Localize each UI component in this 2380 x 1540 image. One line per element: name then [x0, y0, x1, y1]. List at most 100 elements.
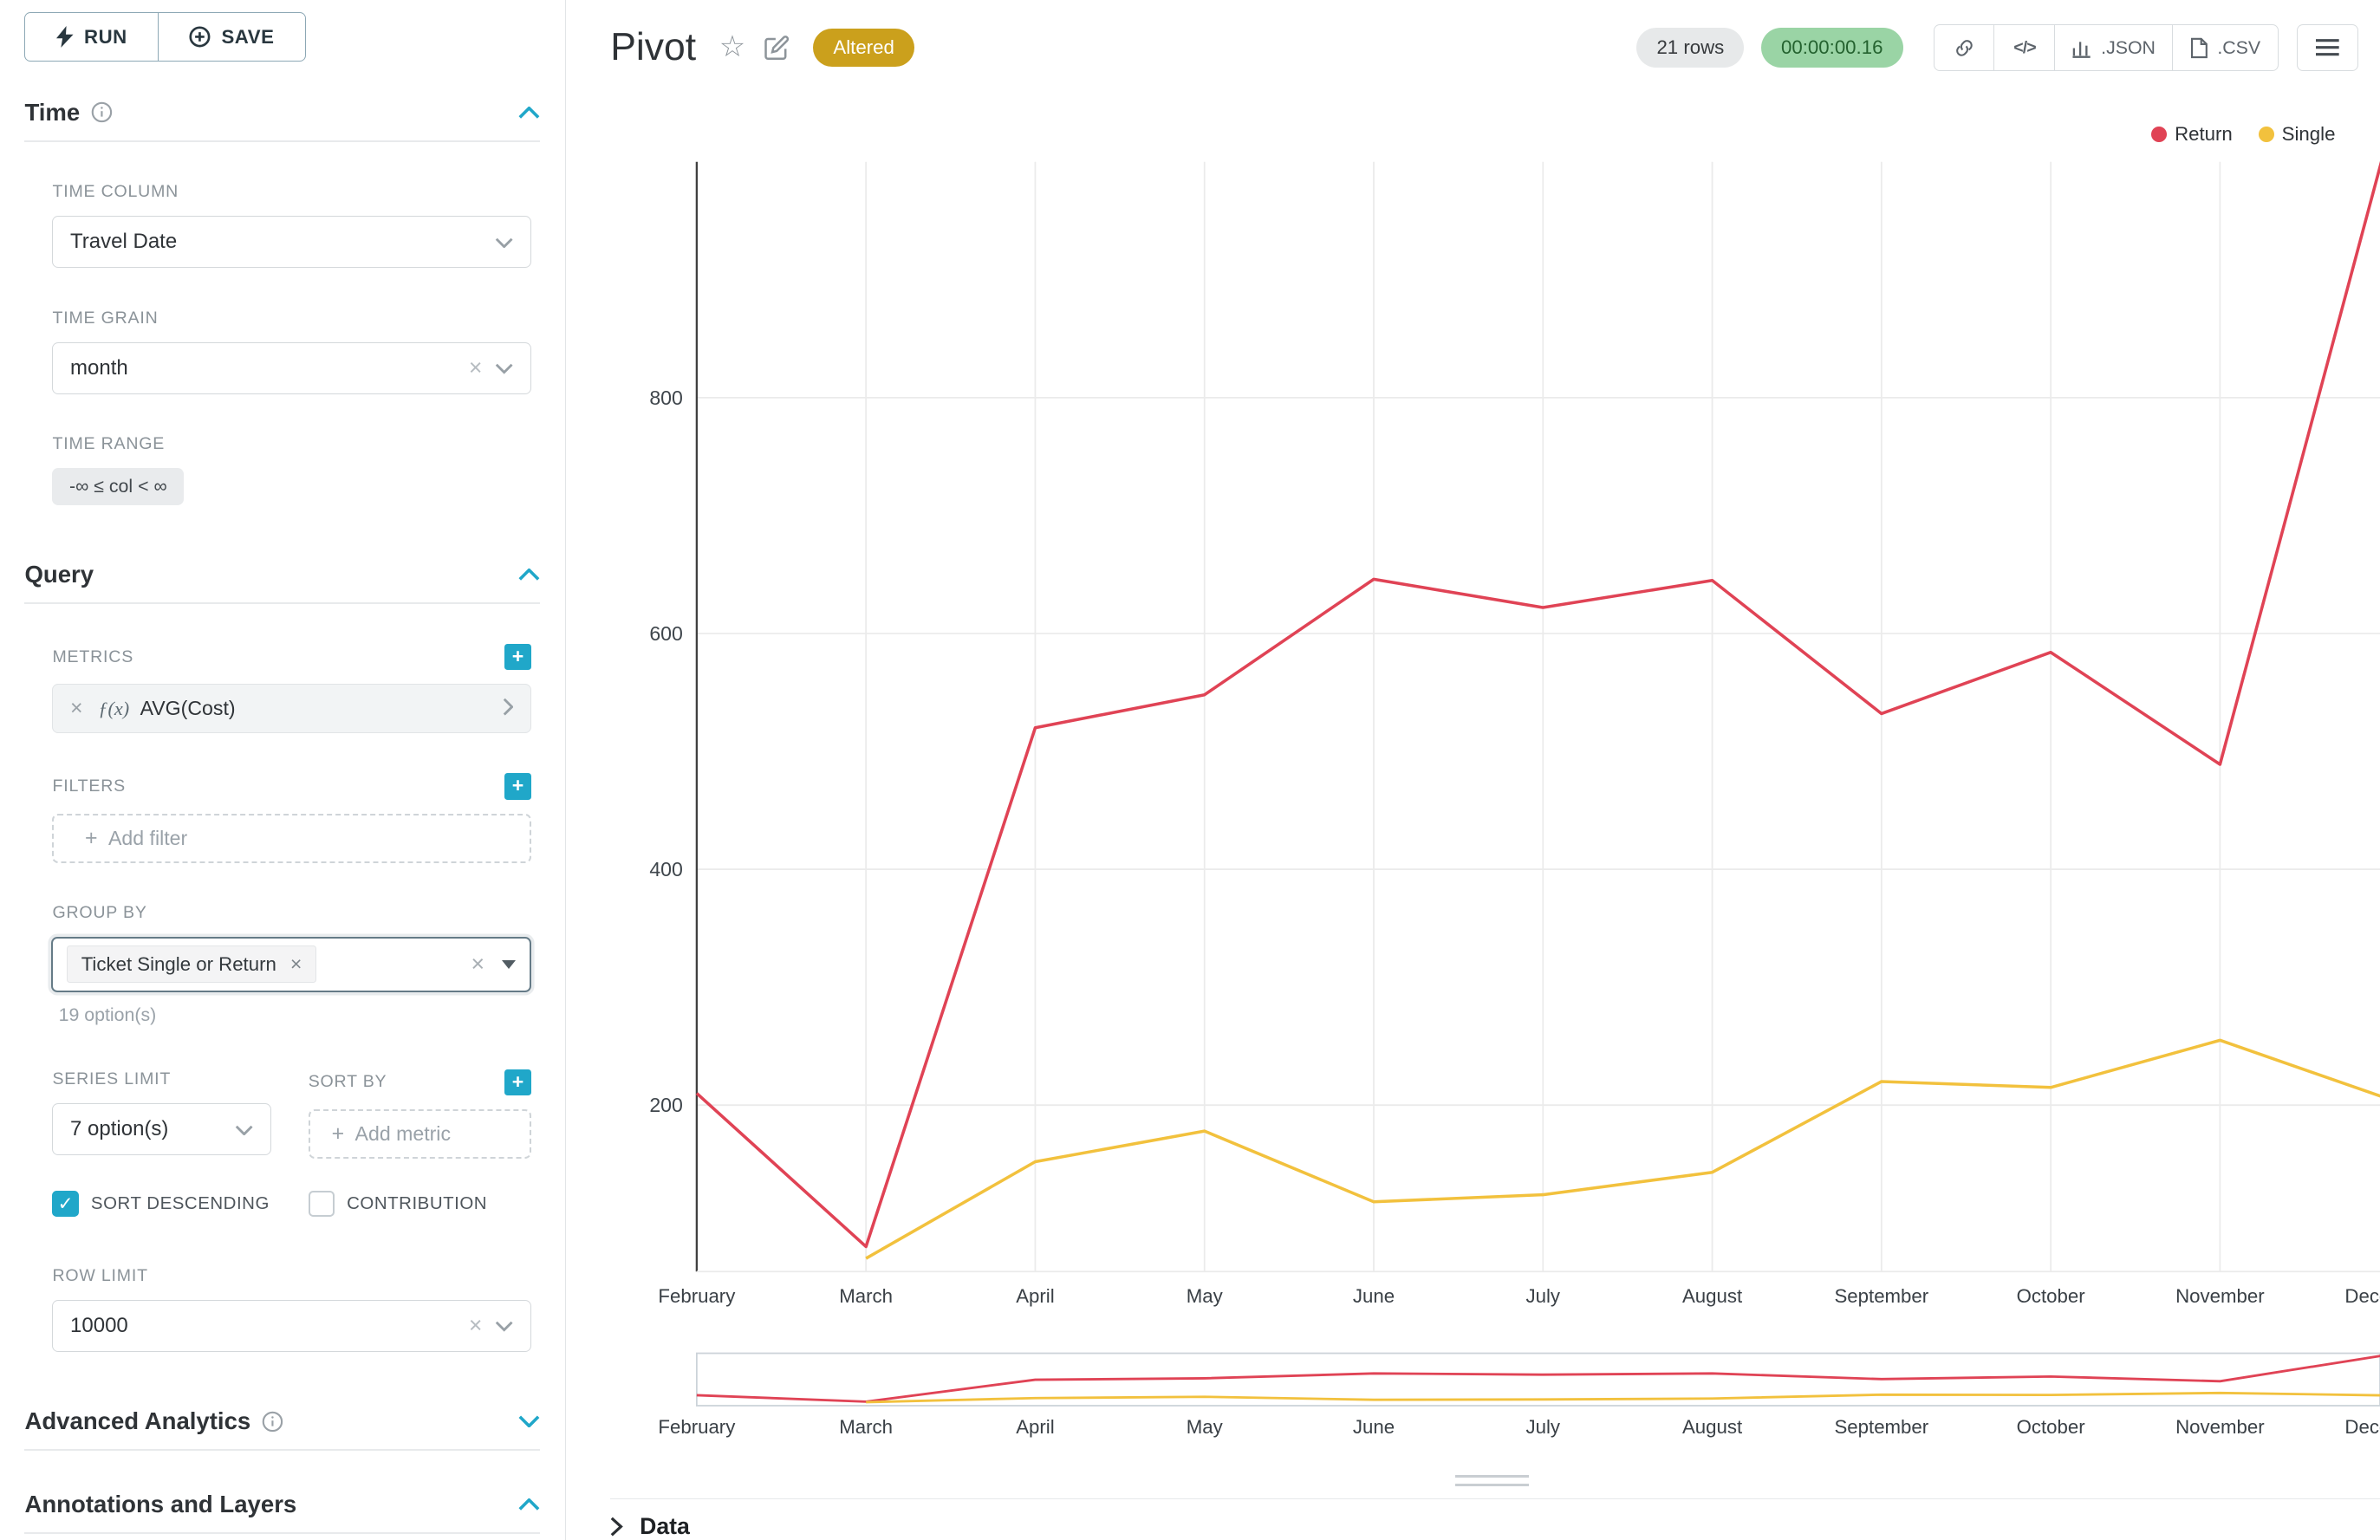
sort-by-label: SORT BY — [308, 1072, 387, 1092]
legend-item-single[interactable]: Single — [2259, 123, 2335, 146]
add-metric-button[interactable]: + — [504, 644, 531, 671]
favorite-star-icon[interactable]: ☆ — [719, 30, 746, 64]
header-toolbar: 21 rows 00:00:00.16 </> .JSON . — [1636, 24, 2359, 71]
data-panel-toggle[interactable]: Data — [610, 1513, 2380, 1540]
control-panel: RUN SAVE Time TIME COLUMN Travel Date — [0, 0, 566, 1540]
add-filter-button[interactable]: + — [504, 773, 531, 800]
csv-button-label: .CSV — [2217, 36, 2261, 58]
chart-plot-area[interactable] — [697, 162, 2380, 1272]
action-buttons: RUN SAVE — [24, 12, 564, 62]
save-icon — [189, 26, 211, 48]
group-by-select[interactable]: Ticket Single or Return × × — [50, 936, 531, 992]
chevron-up-icon[interactable] — [518, 568, 540, 581]
legend-label-single: Single — [2281, 123, 2336, 146]
plus-icon: + — [85, 825, 98, 850]
svg-text:July: July — [1526, 1285, 1561, 1307]
sort-by-dropzone[interactable]: + Add metric — [308, 1109, 531, 1159]
export-csv-button[interactable]: .CSV — [2171, 24, 2279, 71]
mini-chart-brush[interactable] — [697, 1354, 2380, 1406]
svg-text:November: November — [2175, 1416, 2265, 1438]
edit-icon[interactable] — [764, 35, 790, 61]
svg-text:July: July — [1526, 1416, 1561, 1438]
svg-text:August: August — [1682, 1285, 1743, 1307]
advanced-analytics-header[interactable]: Advanced Analytics — [0, 1407, 565, 1435]
metric-chip-label: AVG(Cost) — [140, 697, 236, 720]
svg-text:October: October — [2017, 1416, 2086, 1438]
svg-text:May: May — [1187, 1416, 1224, 1438]
chevron-down-icon — [495, 356, 513, 380]
time-range-label: TIME RANGE — [52, 434, 166, 454]
remove-metric-icon[interactable]: × — [70, 696, 83, 721]
clear-icon[interactable]: × — [468, 1312, 483, 1339]
info-icon — [262, 1411, 283, 1433]
svg-text:June: June — [1353, 1416, 1395, 1438]
chevron-up-icon[interactable] — [518, 1498, 540, 1511]
query-section-header[interactable]: Query — [0, 561, 565, 588]
time-range-pill[interactable]: -∞ ≤ col < ∞ — [52, 468, 185, 505]
section-divider — [24, 602, 541, 604]
chevron-up-icon[interactable] — [518, 106, 540, 119]
time-grain-value: month — [70, 355, 128, 380]
svg-text:December: December — [2344, 1285, 2380, 1307]
row-count-badge: 21 rows — [1636, 28, 1745, 68]
annotations-header[interactable]: Annotations and Layers — [0, 1491, 565, 1518]
clear-icon[interactable]: × — [468, 354, 483, 381]
row-limit-select[interactable]: 10000 × — [52, 1299, 531, 1353]
time-column-select[interactable]: Travel Date — [52, 215, 531, 269]
function-icon: ƒ(x) — [98, 697, 130, 719]
chevron-right-icon — [610, 1517, 623, 1537]
data-panel: Data — [610, 1498, 2380, 1540]
svg-text:April: April — [1016, 1416, 1054, 1438]
save-button-label: SAVE — [221, 25, 275, 48]
caret-down-icon[interactable] — [501, 959, 516, 969]
info-icon — [91, 101, 113, 123]
chevron-down-icon[interactable] — [518, 1415, 540, 1428]
legend-label-return: Return — [2175, 123, 2233, 146]
sort-descending-label: SORT DESCENDING — [90, 1193, 270, 1214]
add-sort-metric-button[interactable]: + — [504, 1069, 531, 1096]
svg-text:August: August — [1682, 1416, 1743, 1438]
section-divider — [24, 140, 541, 142]
chart-legend: Return Single — [2151, 123, 2335, 146]
add-filter-dropzone[interactable]: + Add filter — [52, 813, 531, 863]
legend-item-return[interactable]: Return — [2151, 123, 2233, 146]
filters-label: FILTERS — [52, 776, 126, 796]
chevron-right-icon[interactable] — [503, 694, 514, 723]
chevron-down-icon — [495, 1314, 513, 1338]
legend-dot-return — [2151, 127, 2168, 143]
export-json-button[interactable]: .JSON — [2053, 24, 2174, 71]
sort-descending-checkbox[interactable]: ✓ SORT DESCENDING — [52, 1189, 271, 1219]
data-panel-title: Data — [640, 1512, 690, 1539]
checkbox-checked-icon[interactable]: ✓ — [52, 1191, 79, 1218]
section-divider — [24, 1532, 541, 1534]
svg-text:May: May — [1187, 1285, 1224, 1307]
link-icon — [1956, 39, 1973, 56]
more-options-button[interactable] — [2296, 24, 2359, 71]
query-section-title: Query — [24, 561, 94, 588]
panel-resize-handle[interactable] — [1454, 1469, 1530, 1486]
series-limit-select[interactable]: 7 option(s) — [52, 1102, 272, 1156]
annotations-title: Annotations and Layers — [24, 1491, 297, 1518]
save-button[interactable]: SAVE — [157, 12, 307, 62]
time-section-title: Time — [24, 98, 81, 126]
time-section-header[interactable]: Time — [0, 99, 565, 127]
checkbox-unchecked-icon[interactable] — [308, 1191, 335, 1218]
group-by-tag-label: Ticket Single or Return — [81, 952, 276, 975]
metric-chip[interactable]: × ƒ(x) AVG(Cost) — [52, 684, 531, 734]
remove-tag-icon[interactable]: × — [289, 952, 302, 976]
chevron-down-icon — [235, 1117, 253, 1141]
run-button[interactable]: RUN — [24, 12, 159, 62]
clear-all-icon[interactable]: × — [471, 951, 485, 978]
embed-code-button[interactable]: </> — [1993, 24, 2056, 71]
contribution-checkbox[interactable]: CONTRIBUTION — [308, 1189, 487, 1219]
section-divider — [24, 1449, 541, 1451]
plus-icon: + — [331, 1121, 345, 1146]
group-by-options-hint: 19 option(s) — [58, 1004, 157, 1025]
time-grain-select[interactable]: month × — [52, 341, 531, 394]
add-filter-placeholder: Add filter — [108, 826, 188, 849]
chevron-down-icon — [495, 230, 513, 254]
svg-text:June: June — [1353, 1285, 1395, 1307]
copy-link-button[interactable] — [1934, 24, 1996, 71]
series-limit-label: SERIES LIMIT — [52, 1069, 172, 1088]
